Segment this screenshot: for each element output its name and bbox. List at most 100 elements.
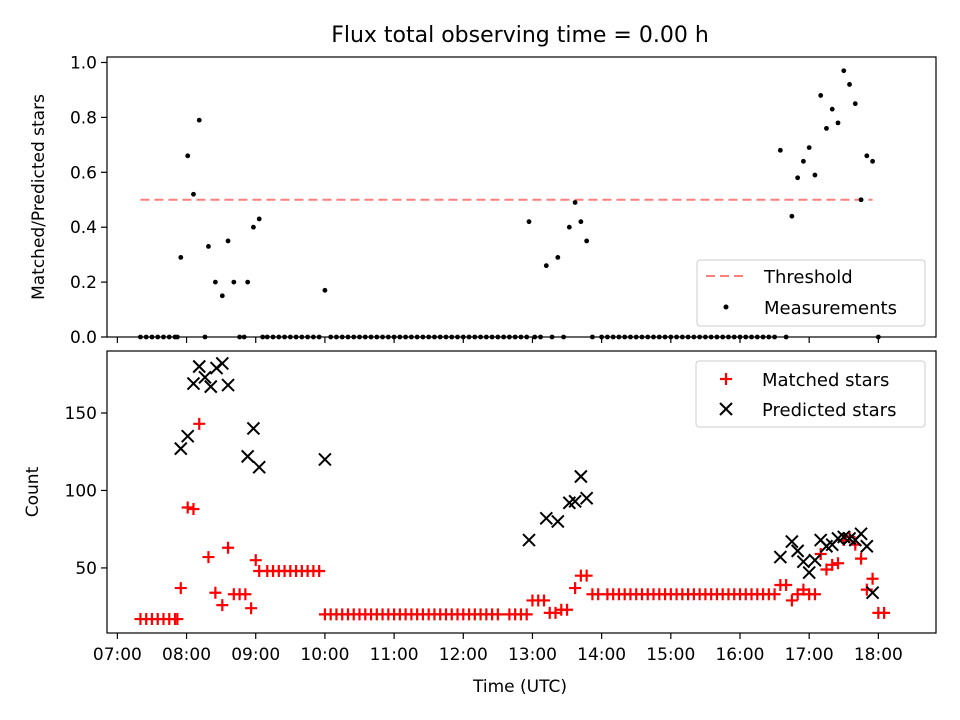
measurement-point: [526, 219, 532, 225]
count-y-label: Count: [23, 466, 43, 517]
count-x-tick-label: 14:00: [577, 645, 626, 665]
measurement-point: [812, 172, 818, 178]
measurement-point: [584, 238, 590, 244]
predicted-star-marker: [785, 534, 799, 549]
ratio-y-label: Matched/Predicted stars: [29, 94, 49, 300]
measurement-point: [578, 219, 584, 225]
measurement-point: [256, 216, 262, 222]
measurement-point: [824, 125, 829, 131]
legend-predicted-label: Predicted stars: [762, 400, 896, 421]
measurement-point: [322, 287, 328, 293]
legend-measurements-swatch: [723, 304, 729, 310]
count-x-tick-label: 15:00: [646, 645, 695, 665]
measurement-point: [870, 158, 875, 164]
predicted-star-marker: [790, 544, 805, 558]
matched-star-marker: [171, 613, 184, 626]
measurement-point: [829, 106, 835, 112]
ratio-y-tick-label: 0.4: [70, 218, 97, 238]
measurement-point: [789, 213, 795, 219]
matched-star-marker: [216, 599, 229, 612]
ratio-y-ticks: 0.0 0.2 0.4 0.6 0.8 1.0: [70, 53, 107, 348]
matched-star-marker: [491, 608, 504, 621]
predicted-star-marker: [579, 491, 594, 505]
legend-predicted-swatch: [719, 402, 733, 416]
predicted-star-marker: [174, 441, 188, 456]
count-x-tick-label: 17:00: [785, 645, 834, 665]
count-x-tick-label: 08:00: [162, 645, 211, 665]
matched-star-marker: [866, 572, 879, 585]
matched-star-marker: [193, 417, 206, 430]
measurement-point: [206, 244, 211, 249]
measurement-point: [245, 279, 251, 285]
measurement-point: [196, 117, 202, 123]
measurement-point: [178, 254, 184, 260]
measurement-point: [852, 101, 858, 107]
matched-star-marker: [222, 541, 235, 554]
measurement-point: [555, 254, 561, 260]
ratio-legend: Threshold Measurements: [696, 259, 926, 327]
ratio-y-tick-label: 0.0: [70, 328, 97, 348]
predicted-star-marker: [181, 429, 195, 443]
matched-star-marker: [202, 551, 215, 564]
count-y-tick-label: 50: [75, 559, 97, 579]
predicted-star-marker: [574, 469, 588, 484]
measurement-point: [572, 200, 578, 205]
matched-star-marker: [561, 603, 574, 616]
predicted-star-marker: [796, 555, 811, 569]
count-x-tick-label: 09:00: [231, 645, 280, 665]
ratio-legend-box: [696, 259, 926, 327]
matched-star-marker: [537, 594, 550, 607]
matched-star-marker: [239, 588, 252, 601]
matched-star-marker: [174, 582, 187, 595]
count-panel: Count Time (UTC) 50 100 150 07:00 08:00 09:0…: [23, 350, 937, 697]
matched-star-marker: [785, 594, 798, 607]
count-y-tick-label: 100: [65, 481, 97, 501]
measurement-point: [841, 68, 847, 74]
legend-matched-label: Matched stars: [762, 370, 889, 391]
matched-star-marker: [245, 602, 258, 615]
matched-stars-series: [134, 417, 891, 626]
measurement-point: [231, 279, 237, 285]
count-plot-frame: [106, 350, 937, 634]
predicted-star-marker: [215, 356, 230, 371]
measurements-series: [138, 68, 881, 340]
matched-star-marker: [831, 557, 844, 570]
measurement-point: [777, 147, 783, 153]
matched-star-marker: [808, 588, 821, 601]
matched-star-marker: [878, 606, 891, 619]
predicted-star-marker: [246, 421, 261, 436]
count-x-tick-label: 07:00: [93, 645, 142, 665]
figure-title: Flux total observing time = 0.00 h: [331, 23, 709, 48]
predicted-star-marker: [551, 514, 565, 529]
measurement-point: [847, 82, 852, 87]
matched-star-marker: [826, 558, 839, 571]
predicted-star-marker: [808, 553, 822, 567]
measurement-point: [212, 279, 218, 285]
matched-star-marker: [249, 554, 262, 567]
predicted-stars-series: [174, 356, 880, 600]
predicted-star-marker: [186, 376, 201, 391]
predicted-star-marker: [568, 494, 582, 509]
ratio-plot-frame: [106, 56, 937, 338]
predicted-star-marker: [318, 452, 332, 467]
ratio-y-tick-label: 0.8: [70, 108, 97, 128]
matched-star-marker: [313, 565, 326, 578]
legend-matched-swatch: [720, 373, 732, 385]
predicted-star-marker: [773, 550, 788, 564]
count-y-ticks: 50 100 150: [65, 404, 107, 579]
count-legend: Matched stars Predicted stars: [695, 360, 926, 428]
measurement-point: [543, 263, 549, 269]
measurement-point: [225, 238, 231, 244]
measurement-point: [191, 191, 196, 197]
count-x-tick-label: 12:00: [439, 645, 488, 665]
predicted-star-marker: [802, 565, 816, 580]
matched-star-marker: [569, 582, 582, 595]
predicted-star-marker: [192, 359, 206, 374]
matched-star-marker: [780, 578, 793, 591]
count-x-tick-label: 18:00: [854, 645, 903, 665]
count-x-label: Time (UTC): [472, 677, 567, 697]
count-x-tick-label: 16:00: [715, 645, 764, 665]
predicted-star-marker: [522, 533, 536, 547]
predicted-star-marker: [539, 511, 553, 526]
matched-star-marker: [855, 552, 868, 565]
